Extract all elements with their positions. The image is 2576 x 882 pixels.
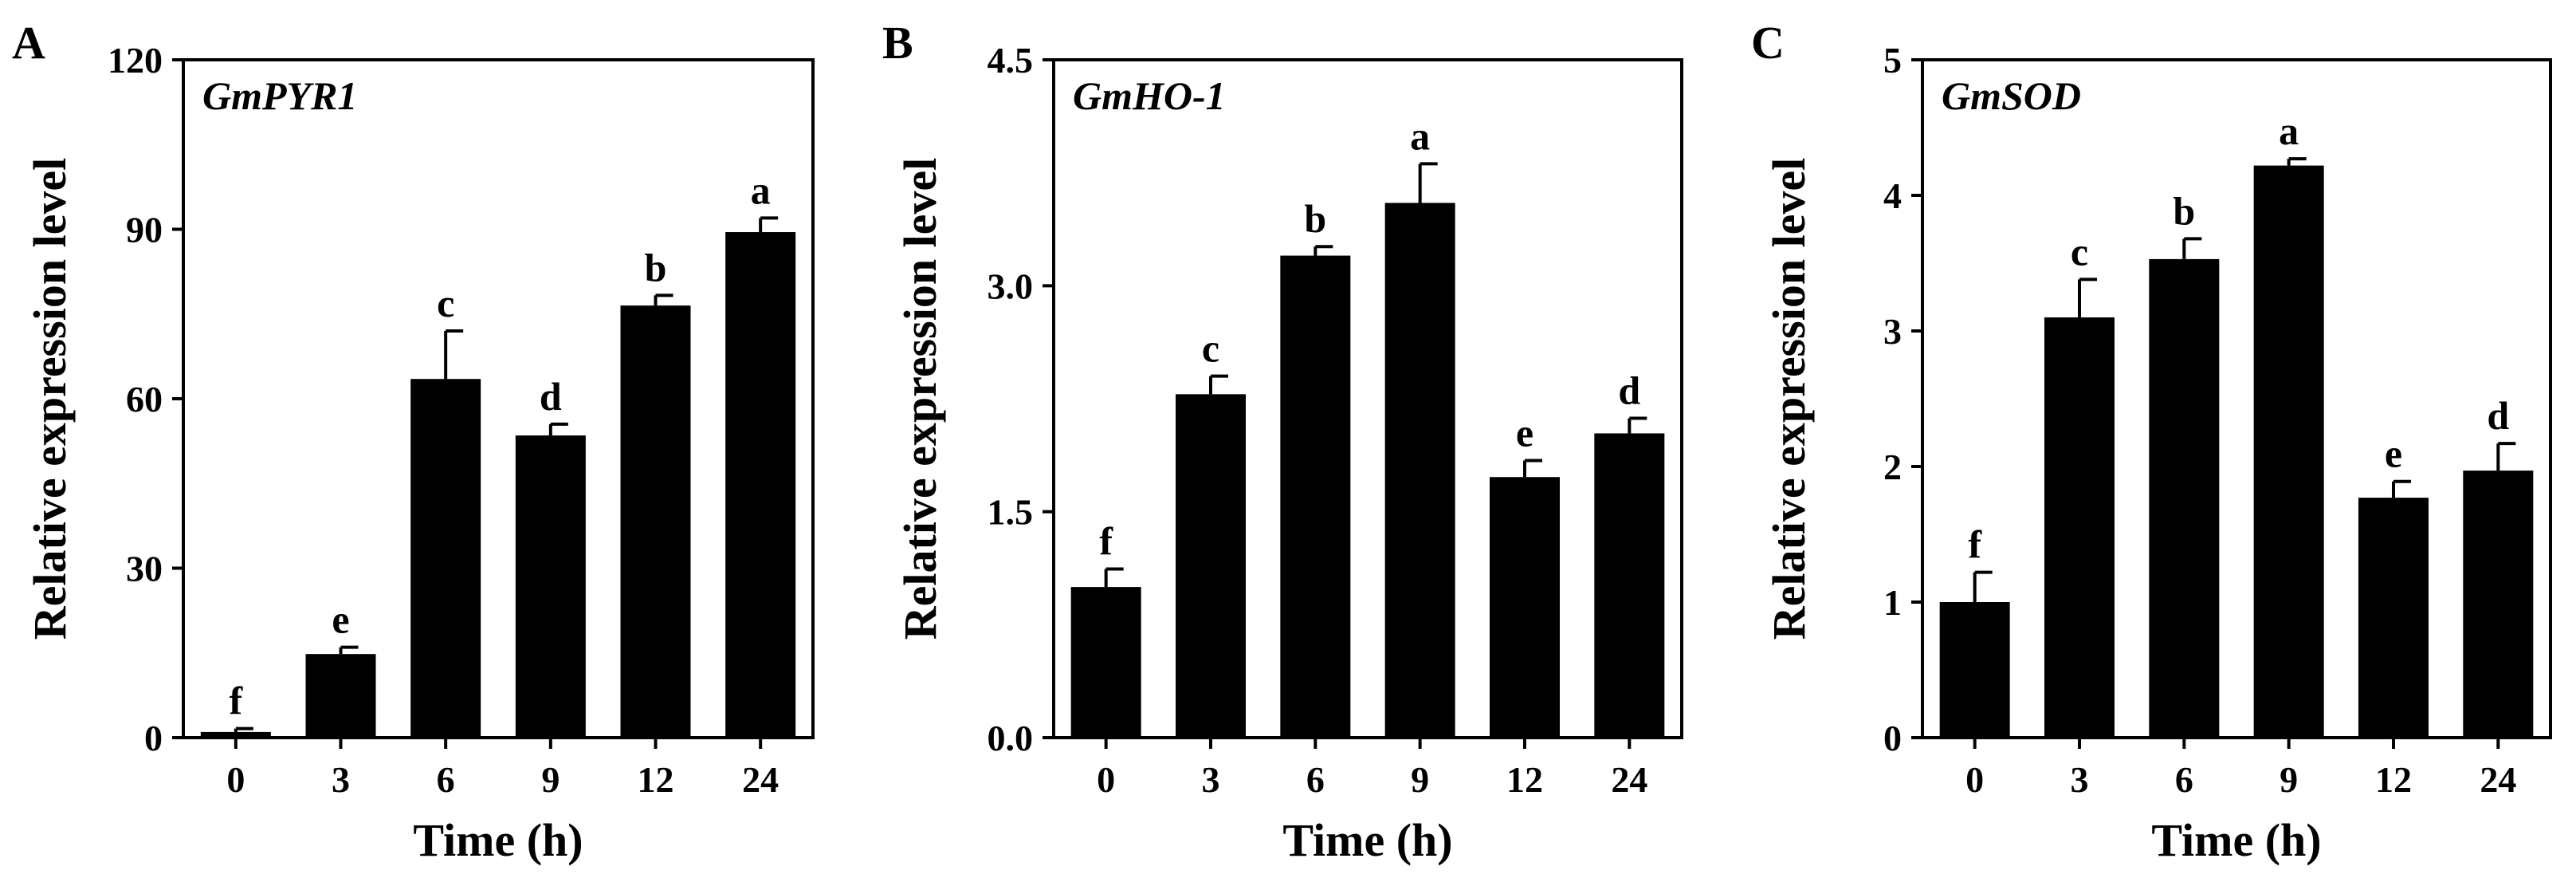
bar-12 (1490, 477, 1560, 738)
x-tick-label: 12 (638, 759, 674, 800)
x-tick-label: 9 (541, 759, 560, 800)
chart-panel-b: 0.0 1.5 3.0 4.5 f 0 c 3 b 6 a 9 e 12 d 24 GmHO-1 B Time (h… (882, 17, 1683, 866)
x-tick-label: 6 (437, 759, 455, 800)
x-tick-label: 24 (2480, 759, 2516, 800)
bar-6 (1280, 255, 1351, 738)
x-tick-label: 12 (1506, 759, 1543, 800)
bar-0 (1939, 602, 2010, 738)
significance-letter: f (1968, 522, 1982, 567)
chart-panel-a: 0 30 60 90 120 f 0 e 3 c 6 d 9 b 12 a 24 GmPYR1 A Time (h) R… (12, 17, 815, 866)
significance-letter: c (1202, 326, 1219, 371)
y-tick-label: 4 (1883, 175, 1902, 216)
x-axis-label: Time (h) (2151, 814, 2321, 866)
x-tick-label: 9 (1411, 759, 1429, 800)
x-tick-label: 0 (226, 759, 245, 800)
x-tick-label: 0 (1097, 759, 1115, 800)
y-tick-label: 4.5 (988, 40, 1034, 81)
significance-letter: a (2279, 108, 2299, 153)
y-axis-label: Relative expression level (1763, 158, 1815, 640)
plot-frame (1921, 58, 2552, 739)
significance-letter: b (1304, 196, 1326, 241)
bar-3 (1176, 394, 1246, 738)
bar-24 (2463, 471, 2534, 738)
x-tick-label: 9 (2280, 759, 2298, 800)
x-tick-label: 3 (1202, 759, 1220, 800)
significance-letter: a (1410, 113, 1430, 158)
significance-letter: b (645, 245, 667, 289)
y-tick-label: 120 (108, 40, 163, 81)
significance-letter: a (751, 167, 771, 212)
bar-24 (1594, 433, 1665, 738)
panel-label: B (882, 17, 913, 69)
y-tick-label: 3.0 (988, 266, 1034, 306)
y-tick-label: 0 (144, 718, 163, 758)
bar-9 (2253, 165, 2324, 738)
bar-3 (2044, 317, 2115, 738)
panel-label: A (12, 17, 45, 69)
x-tick-label: 0 (1965, 759, 1984, 800)
x-tick-label: 3 (332, 759, 350, 800)
bar-3 (305, 654, 376, 738)
significance-letter: c (2071, 229, 2088, 274)
x-tick-label: 6 (1306, 759, 1325, 800)
x-tick-label: 24 (742, 759, 779, 800)
x-axis-label: Time (h) (413, 814, 583, 866)
y-axis-label: Relative expression level (24, 158, 76, 640)
significance-letter: f (230, 679, 244, 723)
gene-title: GmSOD (1942, 73, 2081, 118)
y-tick-label: 3 (1883, 311, 1902, 352)
gene-title: GmPYR1 (202, 73, 357, 118)
y-tick-label: 1 (1883, 582, 1902, 623)
x-tick-label: 12 (2375, 759, 2412, 800)
significance-letter: f (1099, 518, 1113, 563)
bar-0 (200, 731, 271, 738)
y-tick-label: 0.0 (988, 718, 1034, 758)
y-tick-label: 90 (126, 210, 163, 250)
x-axis-label: Time (h) (1282, 814, 1452, 866)
bar-12 (2358, 498, 2429, 738)
bar-6 (2149, 258, 2220, 738)
plot-frame (182, 58, 815, 739)
significance-letter: d (2487, 393, 2509, 438)
significance-letter: b (2173, 188, 2195, 233)
significance-letter: d (540, 374, 562, 419)
y-tick-label: 2 (1883, 447, 1902, 487)
bar-9 (515, 435, 586, 738)
significance-letter: c (437, 281, 454, 325)
bar-24 (725, 232, 796, 738)
x-tick-label: 24 (1611, 759, 1647, 800)
y-tick-label: 30 (126, 549, 163, 589)
y-tick-label: 5 (1883, 40, 1902, 81)
significance-letter: e (2385, 431, 2402, 476)
plot-frame (1052, 58, 1683, 739)
gene-title: GmHO-1 (1073, 73, 1226, 118)
significance-letter: d (1618, 368, 1640, 413)
bar-12 (620, 305, 691, 738)
bar-0 (1070, 587, 1141, 738)
y-axis-label: Relative expression level (894, 158, 946, 640)
bar-9 (1384, 203, 1455, 738)
y-tick-label: 60 (126, 379, 163, 419)
panel-label: C (1751, 17, 1785, 69)
x-tick-label: 6 (2175, 759, 2193, 800)
x-tick-label: 3 (2071, 759, 2089, 800)
significance-letter: e (1516, 410, 1533, 455)
bar-6 (410, 379, 481, 738)
y-tick-label: 0 (1883, 718, 1902, 758)
y-tick-label: 1.5 (988, 492, 1034, 533)
significance-letter: e (332, 597, 349, 642)
